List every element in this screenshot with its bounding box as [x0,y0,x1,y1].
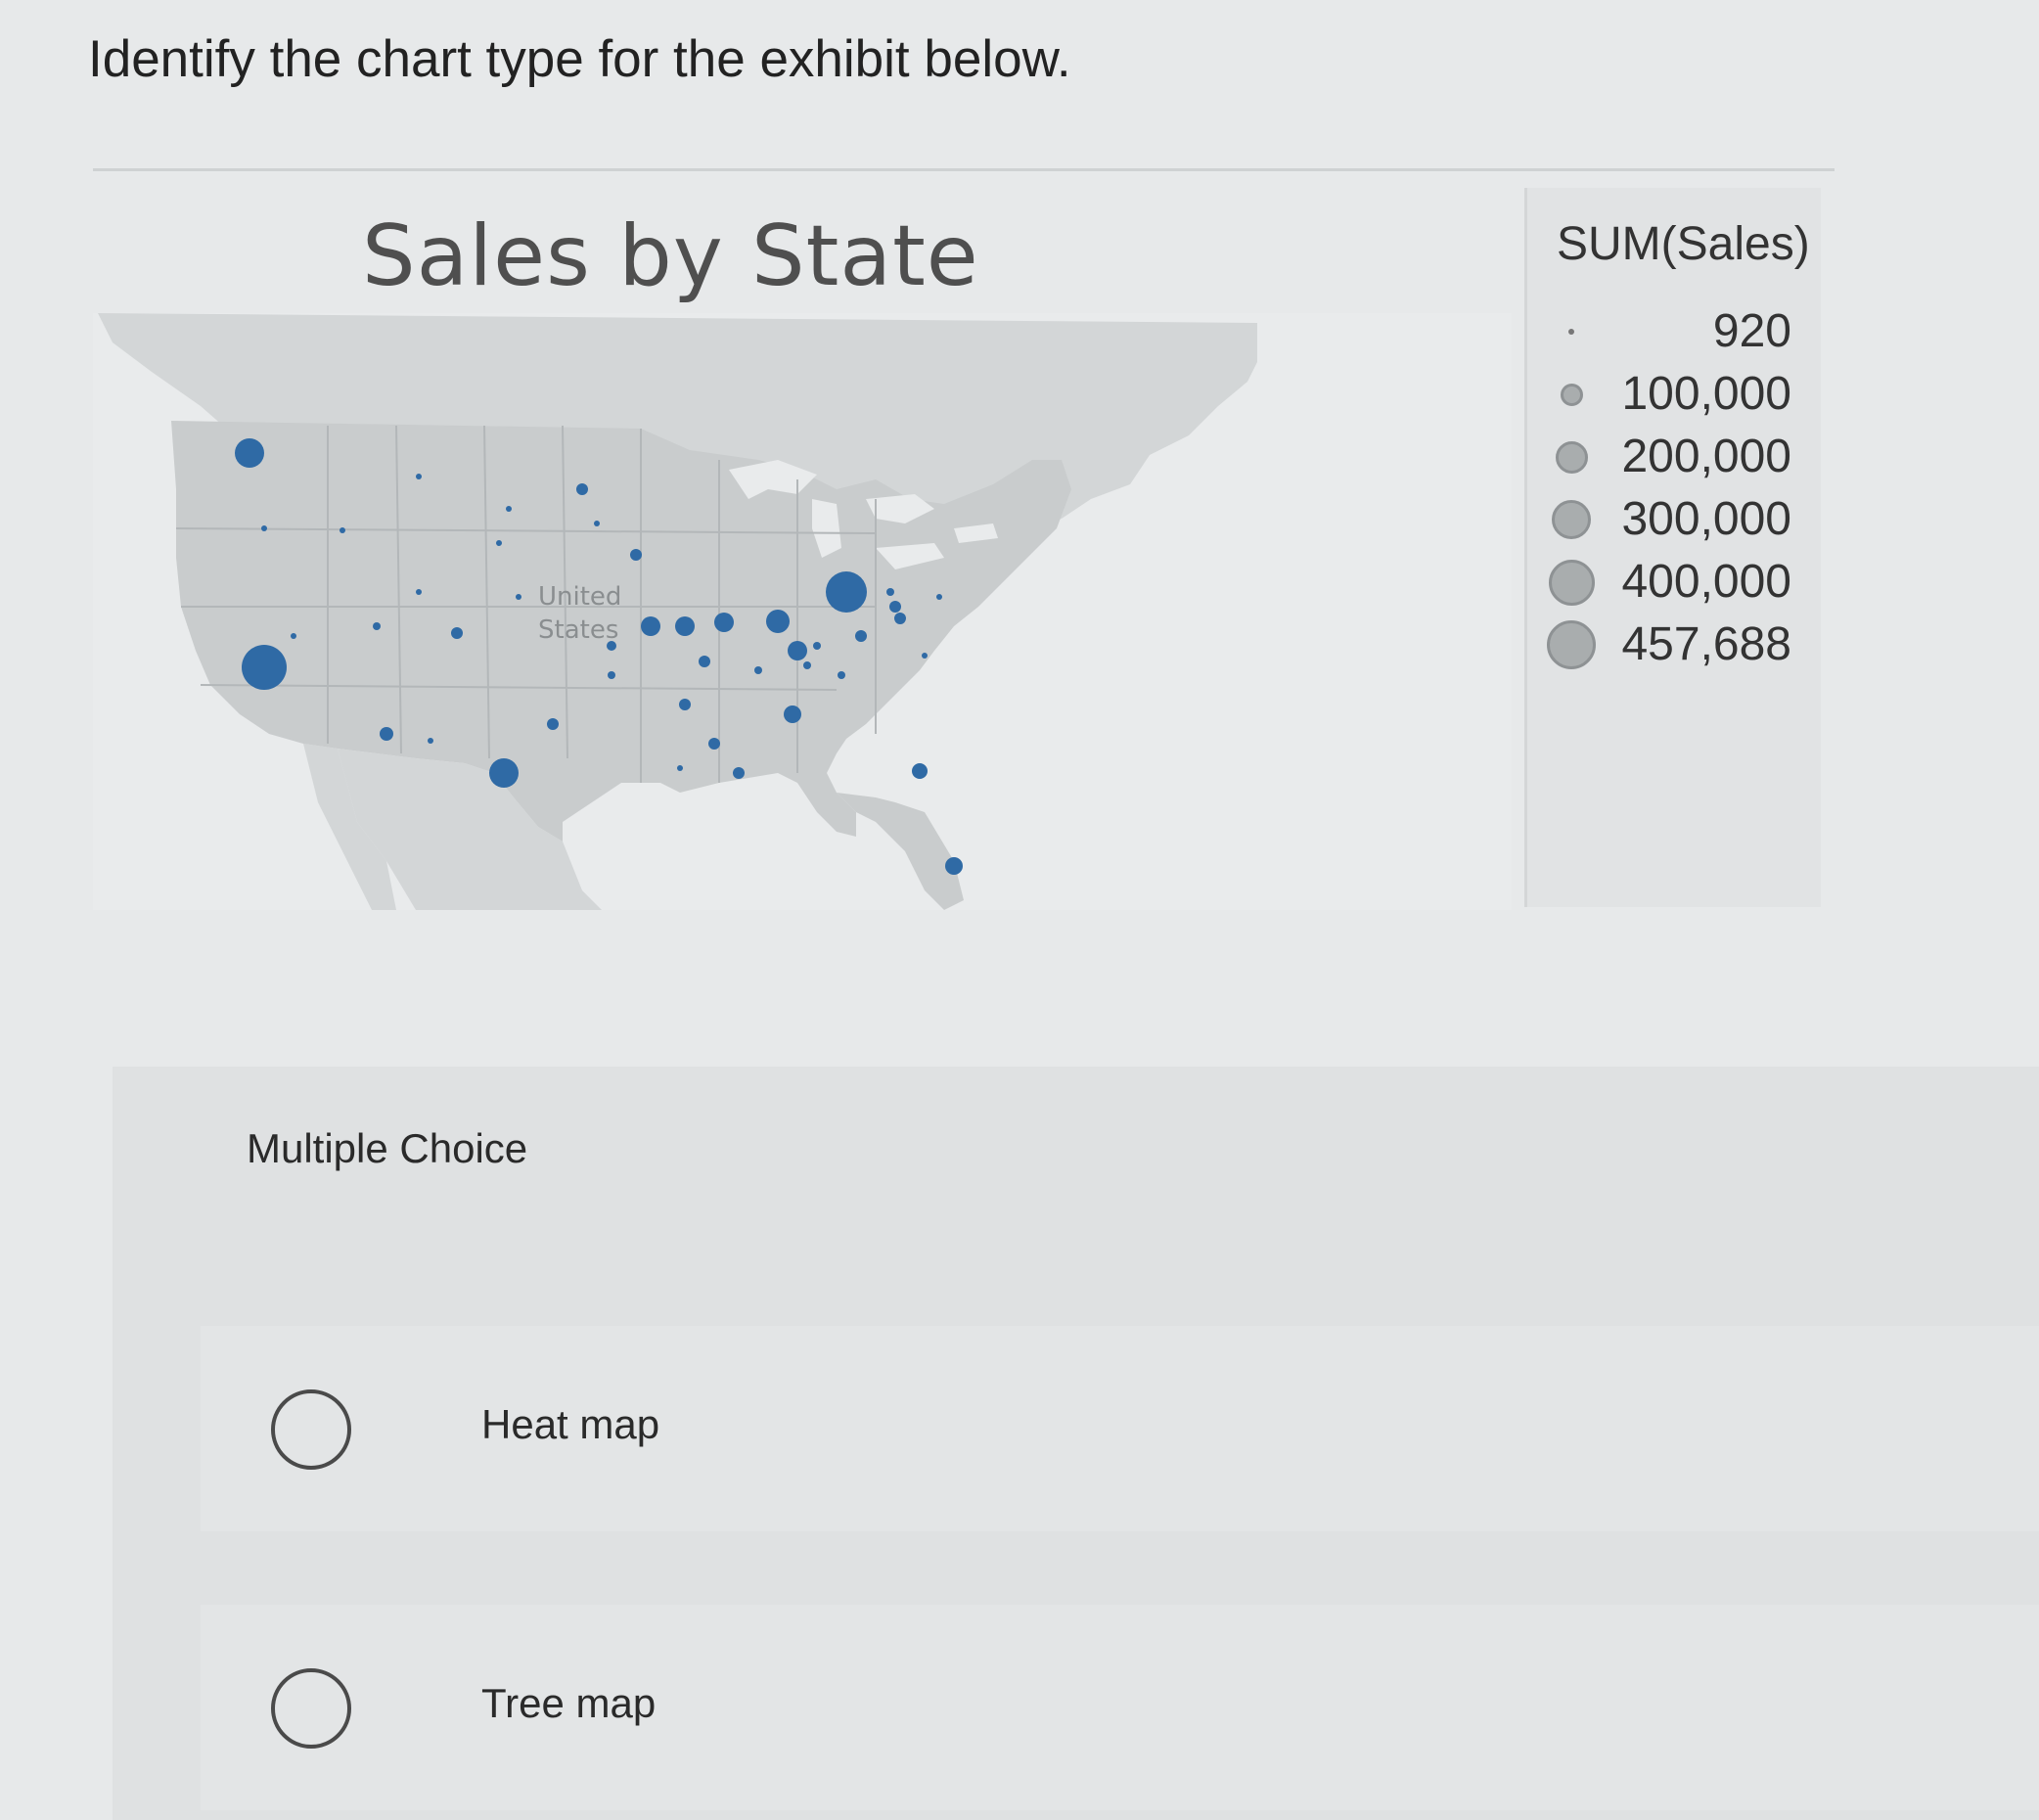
chart-panel: Sales by State United States [93,186,1512,910]
state-sales-bubble [788,641,807,660]
state-border-line [175,527,877,534]
state-sales-bubble [754,666,762,674]
legend-bubble [1555,440,1588,474]
state-sales-bubble [679,699,691,710]
state-sales-bubble [813,642,821,650]
state-sales-bubble [945,857,963,875]
legend-value: 920 [1712,305,1791,357]
state-sales-bubble [855,630,867,642]
state-sales-bubble [416,589,422,595]
state-border-line [562,425,568,759]
state-sales-bubble [506,506,512,512]
map-area: United States [93,313,1512,910]
legend-title: SUM(Sales) [1557,218,1810,270]
multiple-choice-panel: Multiple Choice Heat map Tree map [113,1067,2039,1820]
state-sales-bubble [451,627,463,639]
option-tree-map[interactable]: Tree map [201,1605,2039,1810]
great-lakes [729,460,998,569]
map-country-label-1: United [538,582,621,612]
state-sales-bubble [889,601,901,613]
state-sales-bubble [340,527,345,533]
state-sales-bubble [784,705,801,723]
state-sales-bubble [496,540,502,546]
state-sales-bubble [936,594,942,600]
state-sales-bubble [630,549,642,561]
legend-item: 300,000 [1527,488,1811,547]
state-sales-bubble [894,613,906,624]
state-sales-bubble [547,718,559,730]
legend-bubble [1552,500,1591,539]
radio-button[interactable] [271,1668,351,1749]
option-label[interactable]: Tree map [481,1680,657,1726]
state-sales-bubble [607,641,616,651]
symbol-map: United States [93,313,1512,910]
state-border-line [200,684,838,691]
exhibit-divider [93,168,1835,171]
mexico-landmass [338,749,602,910]
state-sales-bubble [235,438,264,468]
legend-bubble [1568,329,1574,335]
state-sales-bubble [594,521,600,526]
legend-item: 200,000 [1527,426,1811,484]
state-sales-bubble [428,738,433,744]
state-sales-bubble [699,656,710,667]
legend-item: 100,000 [1527,363,1811,422]
legend-item: 400,000 [1527,551,1811,610]
state-sales-bubble [576,483,588,495]
state-sales-bubble [373,622,381,630]
state-sales-bubble [416,474,422,479]
legend-value: 400,000 [1621,556,1791,608]
size-legend: SUM(Sales) 920 100,000 200,000 300,000 400,0… [1524,188,1821,907]
state-sales-bubble [803,661,811,669]
multiple-choice-heading: Multiple Choice [247,1125,528,1171]
legend-bubble [1547,620,1596,669]
legend-item: 457,688 [1527,614,1811,672]
legend-value: 100,000 [1621,368,1791,420]
legend-value: 300,000 [1621,493,1791,545]
legend-bubble [1548,559,1595,606]
state-sales-bubble [380,727,393,741]
state-sales-bubble [516,594,521,600]
chart-title: Sales by State [362,207,979,305]
state-sales-bubble [826,571,867,613]
state-sales-bubble [733,767,745,779]
baja-peninsula [303,744,396,910]
state-sales-bubble [641,616,660,636]
option-label[interactable]: Heat map [481,1401,660,1447]
state-sales-bubble [242,645,287,690]
legend-value: 457,688 [1621,618,1791,670]
map-country-label-2: States [538,615,618,645]
state-sales-bubble [922,653,928,659]
state-sales-bubble [708,738,720,750]
state-borders [175,425,877,783]
state-sales-bubble [912,763,928,779]
radio-button[interactable] [271,1389,351,1470]
us-landmass [171,421,1071,842]
bubble-layer [235,438,963,875]
state-border-line [483,425,490,759]
state-sales-bubble [714,613,734,632]
state-sales-bubble [766,610,790,633]
legend-bubble [1560,383,1583,406]
state-sales-bubble [261,525,267,531]
state-sales-bubble [608,671,615,679]
legend-item: 920 [1527,300,1811,359]
legend-value: 200,000 [1621,431,1791,482]
state-sales-bubble [886,588,894,596]
state-sales-bubble [838,671,845,679]
state-border-line [395,425,402,754]
question-text: Identify the chart type for the exhibit … [88,30,1071,88]
state-sales-bubble [677,765,683,771]
state-sales-bubble [291,633,296,639]
option-heat-map[interactable]: Heat map [201,1326,2039,1531]
florida [837,793,964,910]
state-sales-bubble [489,758,519,788]
state-sales-bubble [675,616,695,636]
